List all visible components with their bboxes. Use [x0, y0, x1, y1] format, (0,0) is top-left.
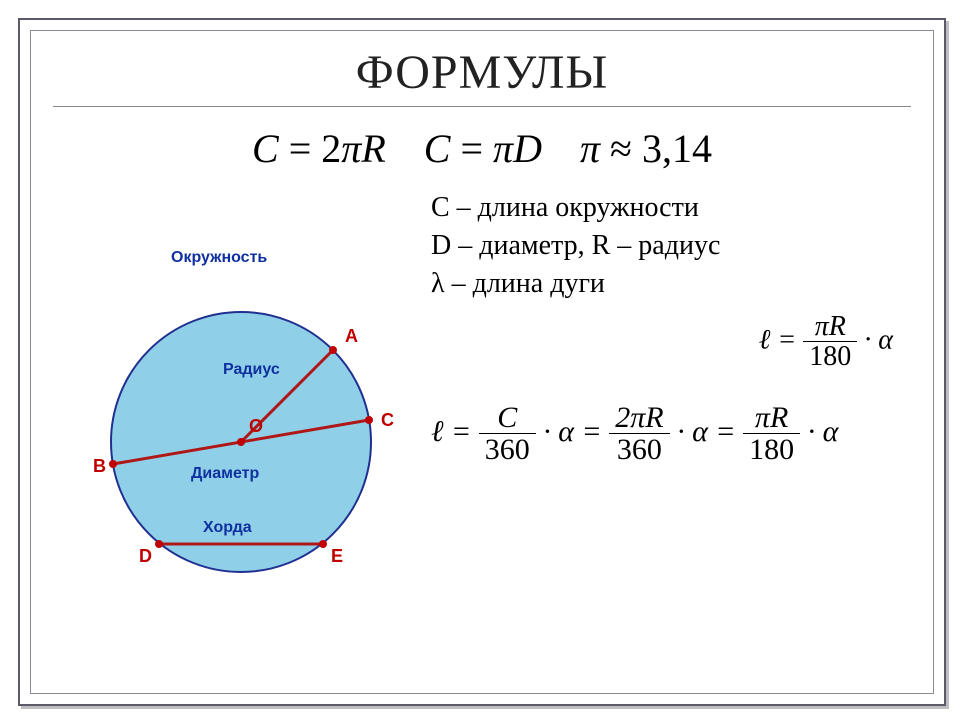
- point-label-D: D: [139, 546, 152, 566]
- formula-row: C = 2πR C = πD π ≈ 3,14: [31, 125, 933, 172]
- formula-pi-approx: π ≈ 3,14: [580, 125, 712, 172]
- formula-c-2pir: C = 2πR: [252, 125, 386, 172]
- point-label-E: E: [331, 546, 343, 566]
- inner-frame: ФОРМУЛЫ C = 2πR C = πD π ≈ 3,14 О A C B D E Ок…: [30, 30, 934, 694]
- right-column: С – длина окружности D – диаметр, R – ра…: [431, 182, 933, 622]
- content-row: О A C B D E Окружность Радиус Диаметр Хорда С – д…: [31, 182, 933, 622]
- point-C: [365, 416, 373, 424]
- point-label-B: B: [93, 456, 106, 476]
- label-title: Окружность: [171, 249, 267, 266]
- fraction-2piR-360: 2πR 360: [609, 402, 669, 466]
- point-label-C: C: [381, 410, 394, 430]
- title-divider: [53, 106, 911, 107]
- def-lambda: λ – длина дуги: [431, 268, 933, 300]
- point-label-O: О: [249, 416, 263, 436]
- page-title: ФОРМУЛЫ: [31, 45, 933, 100]
- def-d-r: D – диаметр, R – радиус: [431, 230, 933, 262]
- def-c: С – длина окружности: [431, 192, 933, 224]
- fraction-piR-180-b: πR 180: [743, 402, 800, 466]
- arc-formula-short: ℓ = πR 180 · α: [431, 312, 933, 372]
- label-chord: Хорда: [203, 519, 252, 536]
- point-A: [329, 346, 337, 354]
- arc-formula-long: ℓ = C 360 · α = 2πR 360 · α = πR: [431, 402, 933, 466]
- point-label-A: A: [345, 326, 358, 346]
- label-diameter: Диаметр: [191, 465, 259, 482]
- diagram-container: О A C B D E Окружность Радиус Диаметр Хорда: [31, 182, 431, 622]
- formula-c-pid: C = πD: [424, 125, 542, 172]
- definitions: С – длина окружности D – диаметр, R – ра…: [431, 192, 933, 300]
- fraction-piR-180: πR 180: [803, 312, 857, 372]
- circle-diagram: О A C B D E Окружность Радиус Диаметр Хорда: [31, 182, 431, 622]
- point-D: [155, 540, 163, 548]
- point-B: [109, 460, 117, 468]
- fraction-c-360: C 360: [479, 402, 536, 466]
- label-radius: Радиус: [223, 361, 280, 378]
- point-E: [319, 540, 327, 548]
- outer-frame: ФОРМУЛЫ C = 2πR C = πD π ≈ 3,14 О A C B D E Ок…: [18, 18, 946, 706]
- point-O: [237, 438, 245, 446]
